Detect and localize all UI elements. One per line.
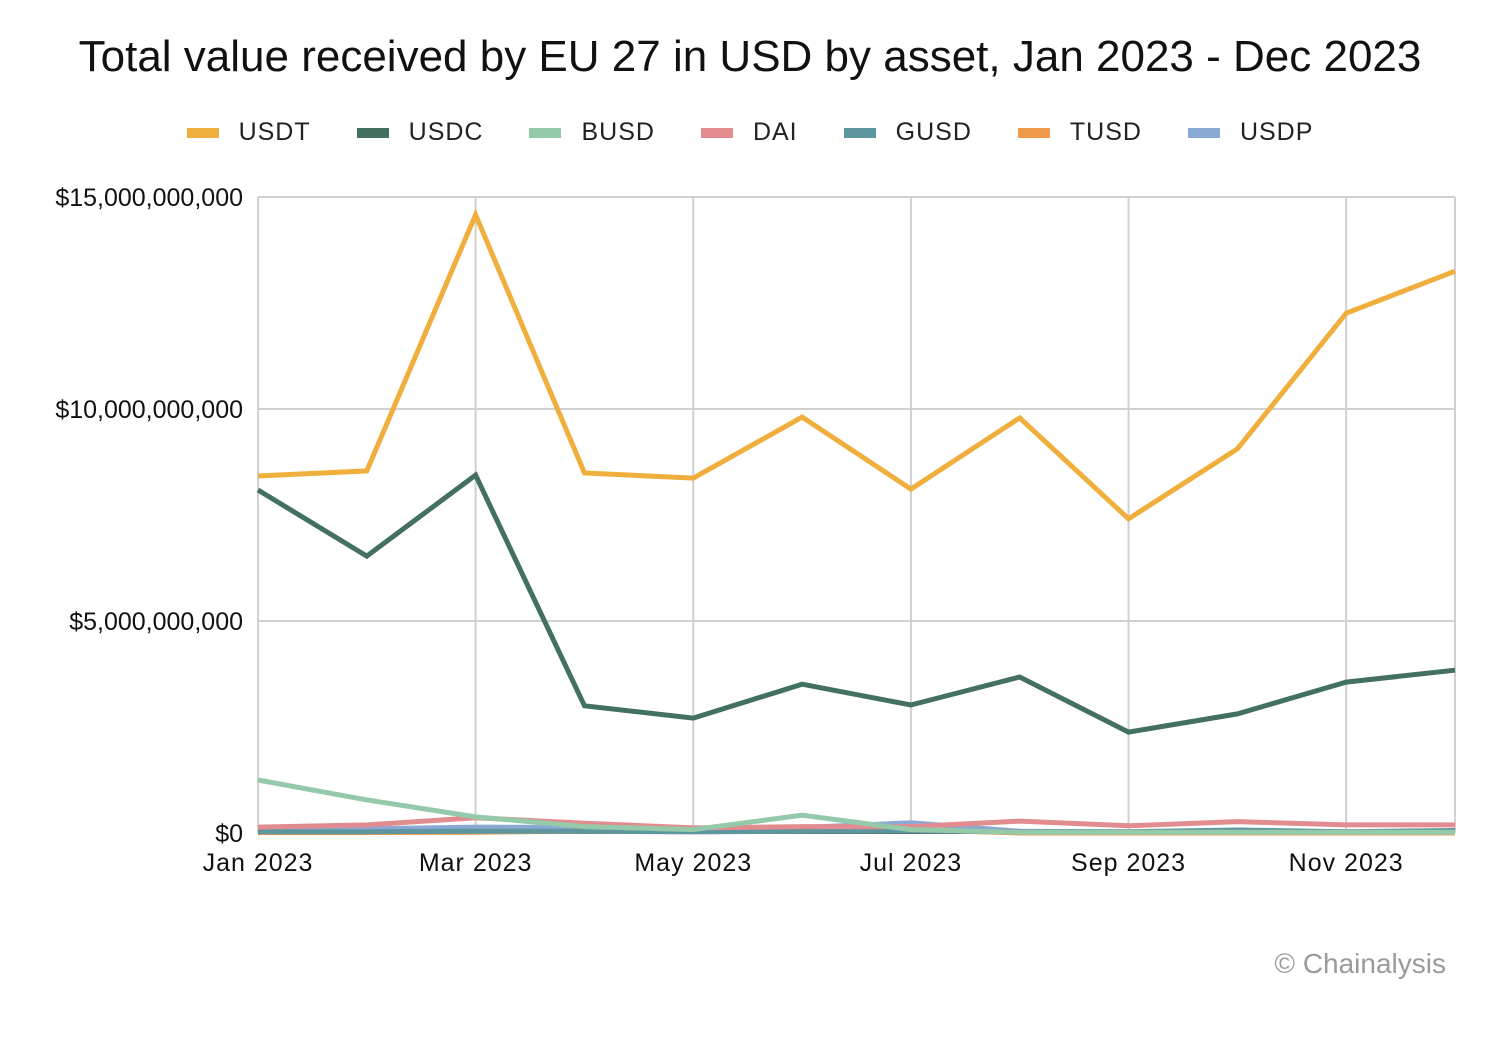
- legend: USDT USDC BUSD DAI GUSD TUSD USDP: [0, 118, 1500, 147]
- legend-swatch: [1187, 127, 1220, 138]
- x-tick-label: Mar 2023: [419, 849, 533, 877]
- legend-swatch: [186, 127, 219, 138]
- legend-item-gusd: GUSD: [843, 118, 972, 147]
- x-tick-label: Jan 2023: [203, 849, 314, 877]
- legend-swatch: [356, 127, 389, 138]
- y-tick-label: $5,000,000,000: [69, 608, 243, 636]
- legend-item-busd: BUSD: [529, 118, 654, 147]
- legend-item-usdt: USDT: [186, 118, 311, 147]
- series-line-usdc: [256, 471, 1456, 735]
- legend-label: USDP: [1239, 118, 1314, 146]
- series-line-usdt: [257, 208, 1456, 522]
- x-tick-label: Nov 2023: [1289, 849, 1404, 877]
- x-tick-label: Sep 2023: [1071, 849, 1186, 877]
- chart-title: Total value received by EU 27 in USD by …: [78, 32, 1422, 81]
- y-tick-label: $0: [215, 820, 243, 848]
- y-tick-label: $15,000,000,000: [55, 184, 243, 212]
- legend-item-usdp: USDP: [1187, 118, 1314, 147]
- series-line-busd: [257, 777, 1455, 835]
- legend-label: TUSD: [1069, 118, 1142, 146]
- legend-label: DAI: [752, 118, 798, 146]
- legend-label: GUSD: [895, 118, 972, 146]
- series-line-dai: [257, 815, 1455, 831]
- y-tick-label: $10,000,000,000: [55, 396, 243, 424]
- x-tick-label: May 2023: [634, 849, 752, 877]
- legend-item-dai: DAI: [700, 118, 798, 147]
- legend-swatch: [843, 127, 876, 138]
- legend-label: USDC: [408, 118, 484, 146]
- legend-swatch: [529, 127, 562, 138]
- legend-item-tusd: TUSD: [1017, 118, 1142, 147]
- legend-swatch: [700, 127, 733, 138]
- legend-swatch: [1017, 127, 1050, 138]
- chainalysis-watermark: © Chainalysis: [1274, 948, 1446, 979]
- legend-item-usdc: USDC: [356, 118, 484, 147]
- x-tick-label: Jul 2023: [860, 849, 963, 877]
- legend-label: USDT: [238, 118, 311, 146]
- legend-label: BUSD: [581, 118, 655, 146]
